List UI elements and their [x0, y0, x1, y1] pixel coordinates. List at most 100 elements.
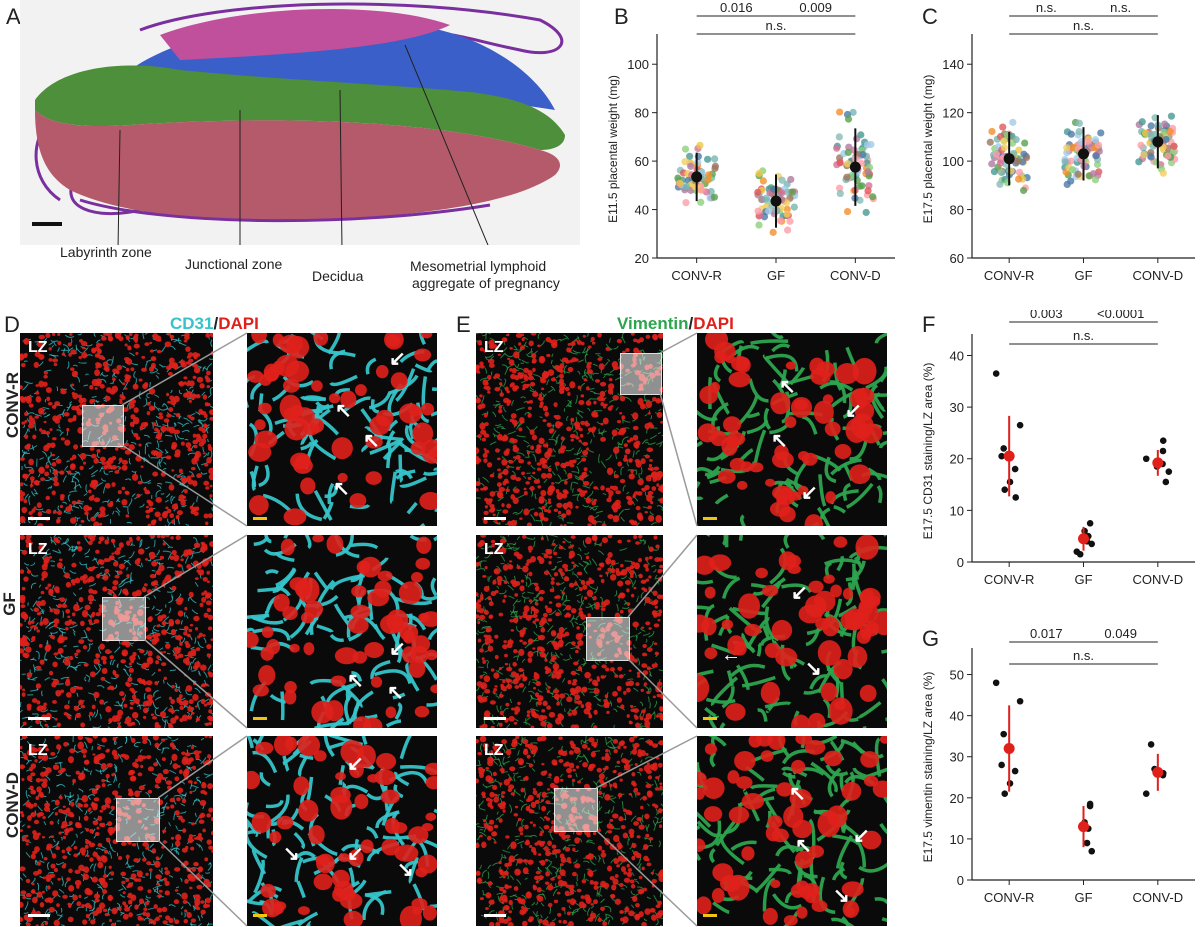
data-point [696, 141, 704, 149]
data-point [1067, 177, 1075, 185]
y-tick-label: 80 [635, 106, 649, 121]
mean-marker [770, 195, 782, 207]
panel-label-d: D [4, 312, 20, 337]
arrow-marker: ↘ [805, 658, 822, 680]
annotation-lymphoid-1: Mesometrial lymphoid [410, 258, 547, 274]
scale-bar [28, 517, 50, 520]
data-point [1147, 153, 1155, 161]
lymphoid-aggregate-region [160, 8, 450, 60]
y-tick-label: 80 [950, 203, 964, 218]
scale-bar [253, 717, 267, 720]
vimentin-overview-gf: LZ [476, 535, 663, 728]
data-point [835, 184, 844, 192]
data-point [686, 152, 694, 160]
x-tick-label: GF [1074, 572, 1092, 587]
arrow-marker: ↘ [833, 885, 850, 907]
significance-label: n.s. [1110, 0, 1131, 15]
x-tick-label: GF [767, 268, 785, 283]
data-point [786, 217, 794, 225]
y-tick-label: 20 [950, 791, 964, 806]
data-point [788, 188, 797, 196]
header-cd31: CD31 [170, 314, 214, 333]
data-point [759, 177, 767, 185]
scale-bar [484, 517, 506, 520]
micrograph-texture [697, 535, 887, 728]
significance-label: 0.049 [1104, 626, 1137, 641]
leader-lymphoid [404, 44, 491, 251]
vimentin-zoom-conv-d: ↖ ↖ ↙ ↘ [697, 736, 887, 926]
data-point [754, 188, 762, 196]
data-point [1147, 130, 1155, 138]
data-point [1159, 169, 1167, 177]
data-point [1020, 150, 1028, 158]
data-point [1075, 128, 1083, 136]
panel-label-g: G [922, 626, 940, 651]
data-point [1088, 540, 1096, 548]
chart-f: 0 10 20 30 40 CONV-R GF CONV-D E17.5 CD31 staini… [921, 310, 1195, 587]
y-tick-label: 10 [950, 832, 964, 847]
data-point [704, 176, 712, 184]
micrograph-texture [247, 333, 437, 526]
header-vimentin: Vimentin [617, 314, 689, 333]
data-point [681, 145, 690, 153]
data-point [1086, 800, 1094, 808]
mean-marker [1078, 533, 1089, 545]
data-point [1016, 697, 1024, 705]
panel-label-a: A [6, 4, 21, 29]
panel-label-c: C [922, 4, 938, 29]
data-point [996, 180, 1004, 188]
membrane-top [139, 2, 564, 55]
significance-label: n.s. [1073, 328, 1094, 343]
y-tick-label: 30 [950, 750, 964, 765]
arrow-marker: ↖ [771, 430, 788, 452]
data-point [711, 155, 719, 163]
data-point [1142, 455, 1150, 463]
mean-marker [849, 161, 861, 173]
data-point [1162, 478, 1170, 486]
data-point [1135, 158, 1143, 166]
data-point [682, 183, 690, 191]
data-point [863, 141, 871, 149]
junctional-zone-region [35, 65, 565, 150]
data-point [1063, 144, 1071, 152]
mean-marker [691, 171, 703, 183]
data-point [996, 159, 1004, 167]
data-point [755, 221, 763, 229]
data-point [1161, 120, 1169, 128]
data-point [755, 169, 763, 177]
chart-b: 20 40 60 80 100 CONV-R GF CONV-D E11.5 placental… [606, 0, 895, 283]
data-point [857, 131, 865, 139]
scale-bar [28, 717, 50, 720]
header-sep-e: / [688, 314, 694, 333]
scale-bar [703, 717, 717, 720]
arrow-marker: ↙ [801, 482, 818, 504]
data-point [698, 186, 706, 194]
x-tick-label: GF [1074, 268, 1092, 283]
panel-d-header: CD31/DAPI [170, 314, 259, 334]
arrow-marker: ↖ [363, 430, 380, 452]
scale-bar [484, 717, 506, 720]
y-axis-label: E17.5 vimentin staining/LZ area (%) [921, 672, 935, 863]
cd31-overview-gf: LZ [20, 535, 213, 728]
data-point [992, 370, 1000, 377]
x-tick-label: CONV-R [671, 268, 722, 283]
cd31-overview-conv-r: LZ [20, 333, 213, 526]
data-point [986, 138, 994, 146]
data-point [1000, 137, 1008, 145]
annotation-lymphoid-2: aggregate of pregnancy [412, 275, 560, 291]
data-point [1084, 137, 1092, 145]
data-point [783, 188, 791, 196]
x-tick-label: CONV-D [1133, 268, 1184, 283]
y-tick-label: 140 [942, 57, 964, 72]
vimentin-overview-conv-r: LZ [476, 333, 663, 526]
inset-box [554, 788, 598, 832]
lz-label: LZ [28, 541, 48, 558]
scale-bar [253, 517, 267, 520]
y-tick-label: 10 [950, 503, 964, 518]
significance-label: n.s. [1073, 648, 1094, 663]
data-point [1074, 170, 1082, 178]
micrograph-texture [247, 535, 437, 728]
data-point [1094, 141, 1103, 149]
data-point [778, 189, 786, 197]
significance-label: n.s. [766, 18, 787, 33]
